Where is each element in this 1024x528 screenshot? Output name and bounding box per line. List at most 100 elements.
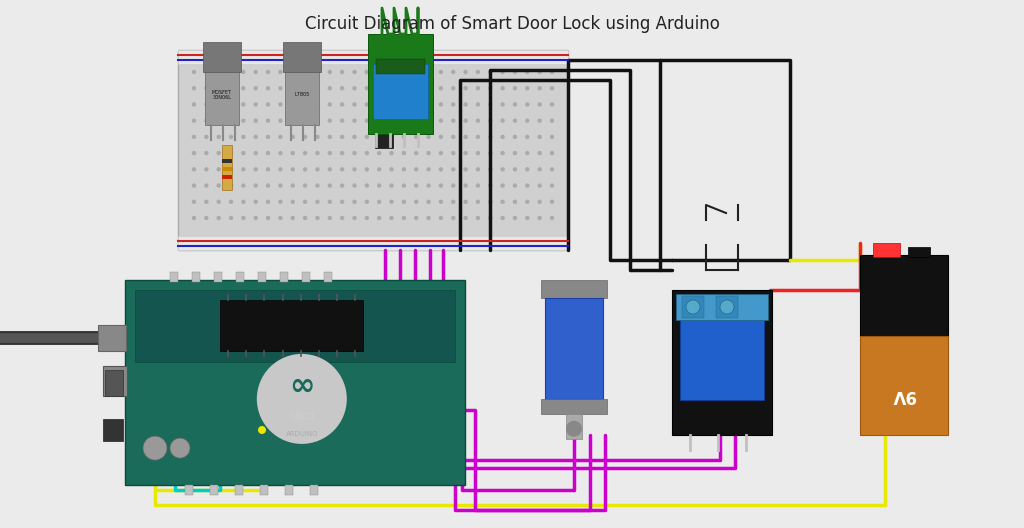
Circle shape bbox=[414, 151, 419, 155]
Circle shape bbox=[204, 102, 209, 107]
Circle shape bbox=[291, 135, 295, 139]
Circle shape bbox=[328, 216, 332, 220]
Circle shape bbox=[377, 216, 381, 220]
Circle shape bbox=[191, 118, 197, 123]
Circle shape bbox=[352, 118, 356, 123]
Circle shape bbox=[315, 70, 319, 74]
Circle shape bbox=[476, 70, 480, 74]
Circle shape bbox=[488, 86, 493, 90]
Circle shape bbox=[525, 118, 529, 123]
Circle shape bbox=[377, 200, 381, 204]
Circle shape bbox=[438, 183, 443, 188]
Circle shape bbox=[365, 118, 369, 123]
Bar bbox=[285, 485, 293, 495]
Bar bbox=[222, 175, 232, 179]
Circle shape bbox=[451, 167, 456, 172]
Circle shape bbox=[216, 151, 221, 155]
Circle shape bbox=[291, 216, 295, 220]
Circle shape bbox=[352, 135, 356, 139]
Bar bbox=[135, 290, 455, 362]
Circle shape bbox=[464, 86, 468, 90]
Circle shape bbox=[525, 86, 529, 90]
Circle shape bbox=[451, 102, 456, 107]
Circle shape bbox=[414, 216, 419, 220]
Circle shape bbox=[303, 86, 307, 90]
Circle shape bbox=[550, 200, 554, 204]
Circle shape bbox=[303, 183, 307, 188]
Bar bbox=[214, 272, 222, 282]
Bar bbox=[324, 272, 332, 282]
Circle shape bbox=[525, 135, 529, 139]
Circle shape bbox=[291, 151, 295, 155]
Circle shape bbox=[550, 70, 554, 74]
Circle shape bbox=[538, 118, 542, 123]
Circle shape bbox=[464, 70, 468, 74]
Circle shape bbox=[279, 167, 283, 172]
Circle shape bbox=[228, 135, 233, 139]
Circle shape bbox=[340, 118, 344, 123]
Circle shape bbox=[266, 86, 270, 90]
Bar bbox=[205, 70, 239, 125]
Circle shape bbox=[266, 70, 270, 74]
Circle shape bbox=[488, 216, 493, 220]
Circle shape bbox=[352, 86, 356, 90]
Bar bbox=[170, 272, 178, 282]
Bar bbox=[234, 485, 243, 495]
Circle shape bbox=[438, 70, 443, 74]
Bar bbox=[566, 414, 582, 439]
Circle shape bbox=[488, 70, 493, 74]
Circle shape bbox=[191, 216, 197, 220]
Circle shape bbox=[566, 421, 582, 437]
Circle shape bbox=[228, 216, 233, 220]
Circle shape bbox=[254, 216, 258, 220]
Bar bbox=[375, 110, 393, 148]
Circle shape bbox=[476, 183, 480, 188]
Circle shape bbox=[476, 86, 480, 90]
Circle shape bbox=[254, 102, 258, 107]
Circle shape bbox=[464, 183, 468, 188]
Circle shape bbox=[228, 70, 233, 74]
Circle shape bbox=[242, 167, 246, 172]
Circle shape bbox=[426, 151, 431, 155]
Circle shape bbox=[377, 151, 381, 155]
Bar bbox=[860, 255, 948, 336]
Circle shape bbox=[328, 183, 332, 188]
Circle shape bbox=[340, 167, 344, 172]
Circle shape bbox=[266, 216, 270, 220]
Circle shape bbox=[451, 183, 456, 188]
Circle shape bbox=[414, 118, 419, 123]
Circle shape bbox=[315, 118, 319, 123]
Bar bbox=[193, 272, 200, 282]
Circle shape bbox=[254, 151, 258, 155]
Bar bbox=[258, 272, 266, 282]
Circle shape bbox=[191, 167, 197, 172]
Circle shape bbox=[513, 216, 517, 220]
Circle shape bbox=[279, 216, 283, 220]
Circle shape bbox=[389, 118, 393, 123]
Circle shape bbox=[303, 102, 307, 107]
Bar bbox=[260, 485, 268, 495]
Circle shape bbox=[303, 151, 307, 155]
Bar bbox=[285, 70, 319, 125]
Circle shape bbox=[315, 216, 319, 220]
Circle shape bbox=[254, 167, 258, 172]
Circle shape bbox=[216, 102, 221, 107]
Bar bbox=[222, 145, 232, 190]
Circle shape bbox=[279, 118, 283, 123]
Circle shape bbox=[328, 151, 332, 155]
Circle shape bbox=[538, 151, 542, 155]
Circle shape bbox=[389, 183, 393, 188]
Circle shape bbox=[550, 86, 554, 90]
Circle shape bbox=[476, 216, 480, 220]
Circle shape bbox=[501, 135, 505, 139]
Bar bbox=[280, 272, 288, 282]
Bar bbox=[210, 485, 218, 495]
Circle shape bbox=[501, 151, 505, 155]
Bar bbox=[236, 272, 244, 282]
Circle shape bbox=[365, 151, 369, 155]
Circle shape bbox=[501, 86, 505, 90]
Bar bbox=[376, 59, 425, 74]
Circle shape bbox=[401, 183, 407, 188]
Circle shape bbox=[352, 167, 356, 172]
Circle shape bbox=[488, 167, 493, 172]
